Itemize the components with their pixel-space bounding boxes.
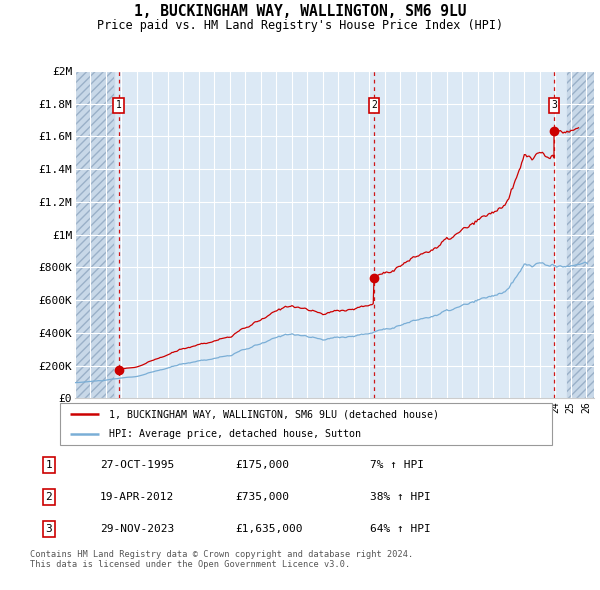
Text: 64% ↑ HPI: 64% ↑ HPI bbox=[370, 524, 431, 534]
Text: HPI: Average price, detached house, Sutton: HPI: Average price, detached house, Sutt… bbox=[109, 429, 361, 439]
Text: 1, BUCKINGHAM WAY, WALLINGTON, SM6 9LU (detached house): 1, BUCKINGHAM WAY, WALLINGTON, SM6 9LU (… bbox=[109, 409, 439, 419]
Bar bbox=[75, 71, 114, 398]
Text: Contains HM Land Registry data © Crown copyright and database right 2024.
This d: Contains HM Land Registry data © Crown c… bbox=[30, 550, 413, 569]
Text: 29-NOV-2023: 29-NOV-2023 bbox=[100, 524, 175, 534]
Text: 19-APR-2012: 19-APR-2012 bbox=[100, 492, 175, 502]
Bar bbox=[567, 71, 594, 398]
Text: 3: 3 bbox=[46, 524, 52, 534]
Text: 2: 2 bbox=[46, 492, 52, 502]
Bar bbox=[75, 71, 114, 398]
Text: 1: 1 bbox=[116, 100, 122, 110]
Bar bbox=[567, 71, 594, 398]
Text: 3: 3 bbox=[551, 100, 557, 110]
Text: £175,000: £175,000 bbox=[235, 460, 289, 470]
Text: 27-OCT-1995: 27-OCT-1995 bbox=[100, 460, 175, 470]
Text: 7% ↑ HPI: 7% ↑ HPI bbox=[370, 460, 424, 470]
Text: 38% ↑ HPI: 38% ↑ HPI bbox=[370, 492, 431, 502]
FancyBboxPatch shape bbox=[60, 403, 552, 445]
Text: 1, BUCKINGHAM WAY, WALLINGTON, SM6 9LU: 1, BUCKINGHAM WAY, WALLINGTON, SM6 9LU bbox=[134, 4, 466, 19]
Text: 1: 1 bbox=[46, 460, 52, 470]
Text: Price paid vs. HM Land Registry's House Price Index (HPI): Price paid vs. HM Land Registry's House … bbox=[97, 19, 503, 32]
Text: 2: 2 bbox=[371, 100, 377, 110]
Text: £735,000: £735,000 bbox=[235, 492, 289, 502]
Text: £1,635,000: £1,635,000 bbox=[235, 524, 303, 534]
